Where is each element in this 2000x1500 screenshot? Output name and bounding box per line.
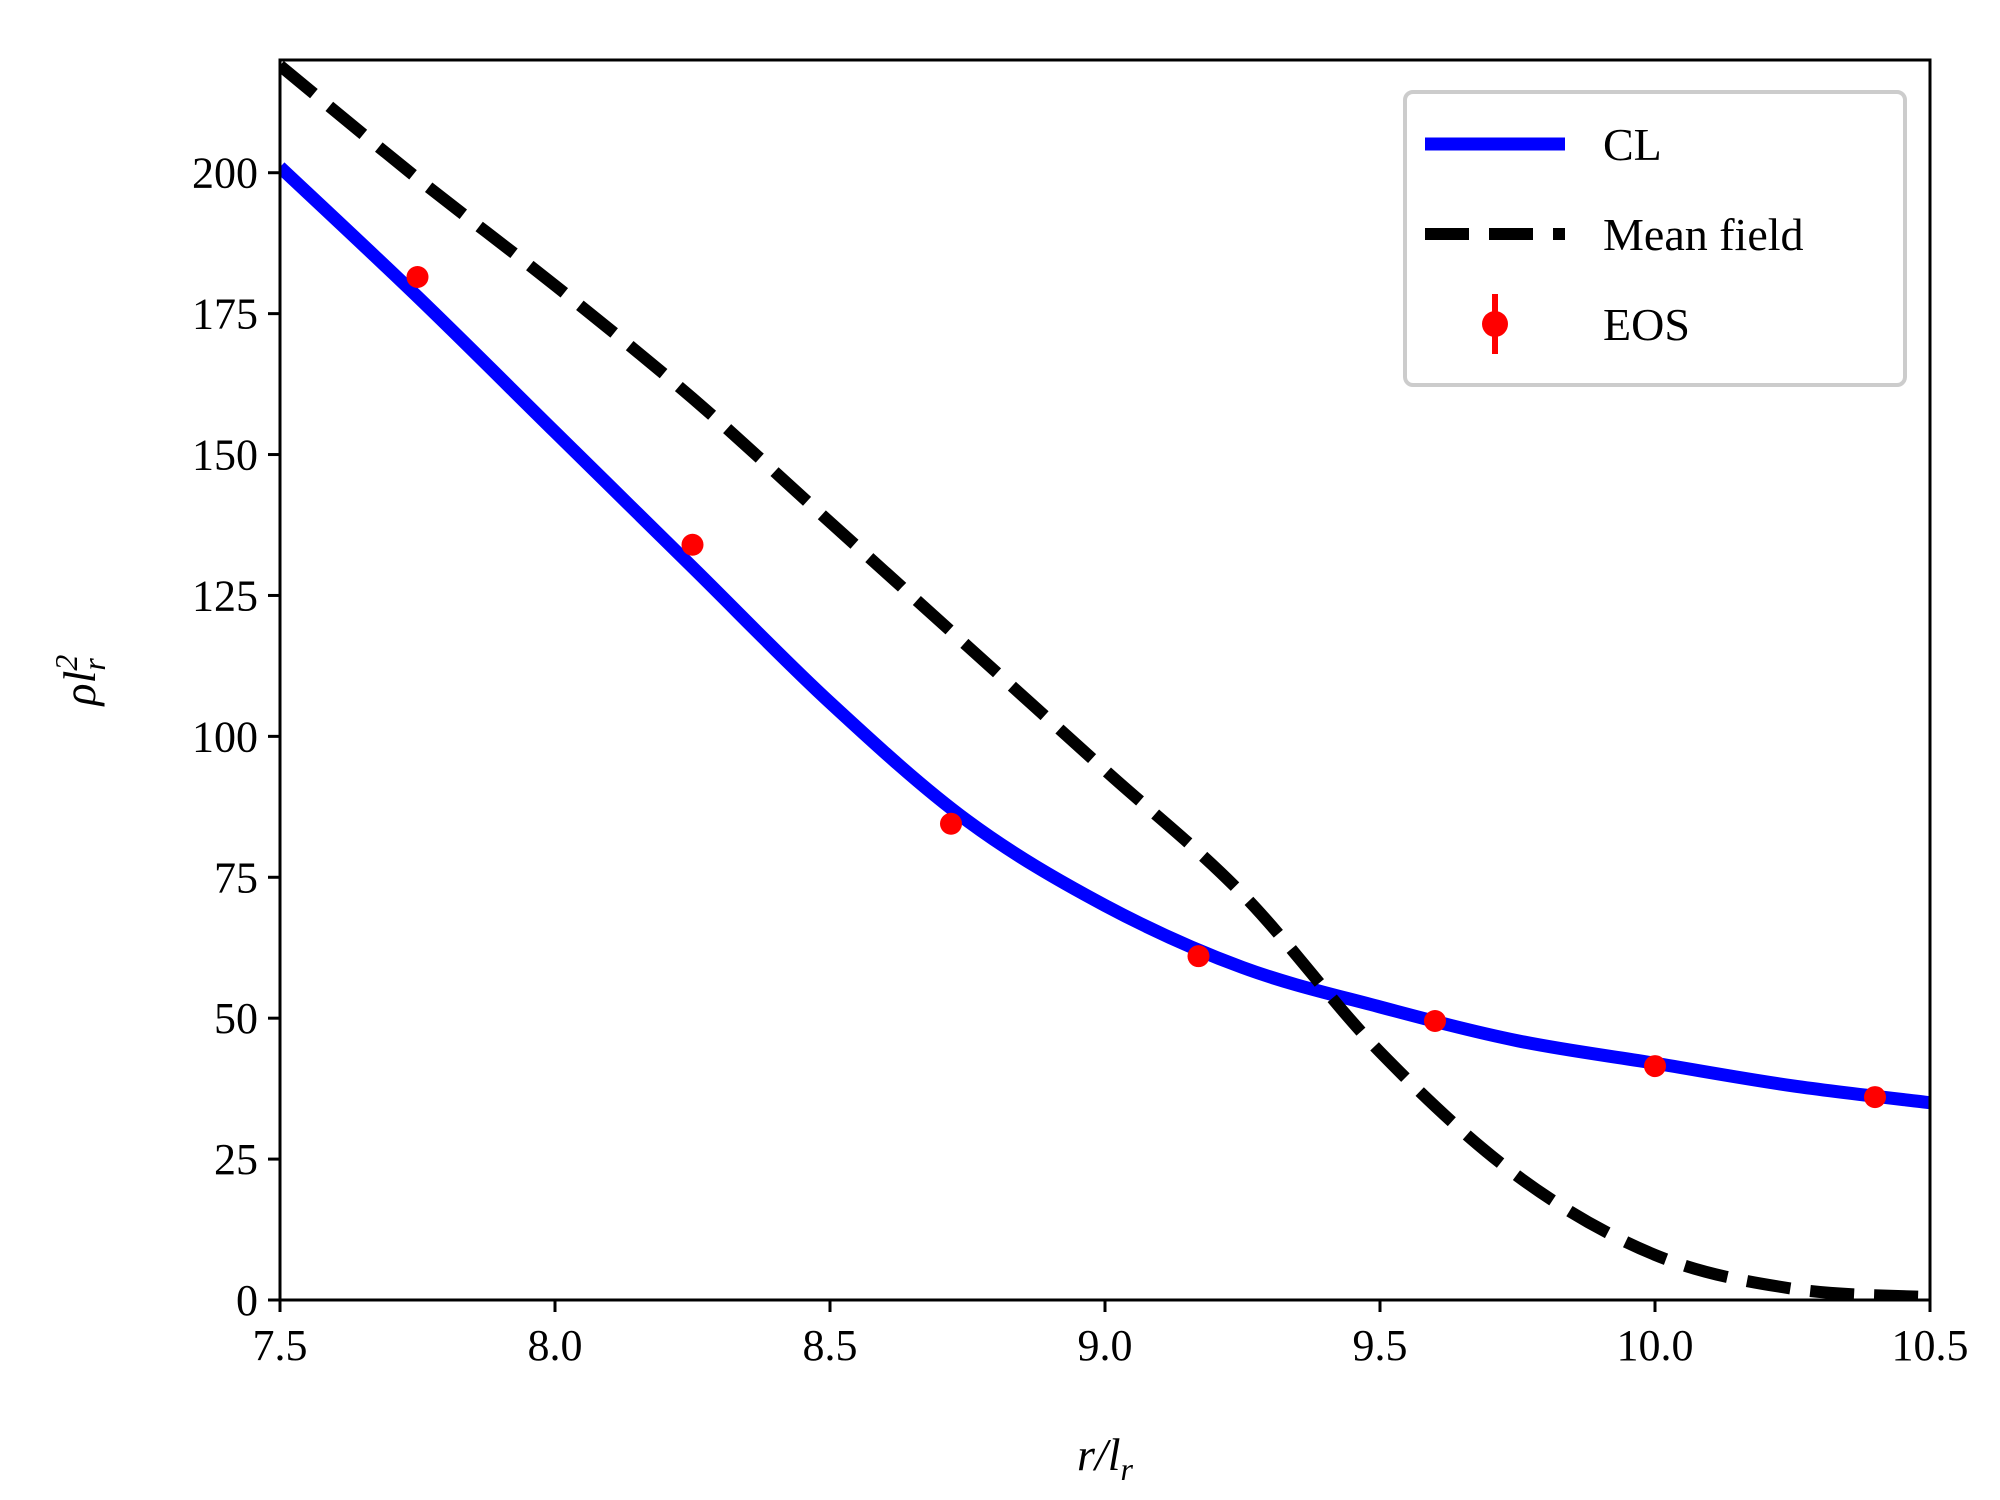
eos-point	[1644, 1055, 1666, 1078]
legend-label-eos: EOS	[1603, 299, 1690, 350]
y-tick-label: 0	[236, 1276, 258, 1325]
x-tick-label: 8.5	[803, 1321, 858, 1370]
y-tick-label: 75	[214, 853, 258, 902]
x-tick-label: 9.5	[1353, 1321, 1408, 1370]
series-line-mean-field	[280, 60, 1930, 1300]
eos-point	[681, 533, 704, 556]
x-tick-label: 8.0	[528, 1321, 583, 1370]
legend-label-cl: CL	[1603, 119, 1662, 170]
eos-point	[406, 266, 429, 288]
eos-point	[1864, 1086, 1886, 1109]
y-tick-label: 50	[214, 994, 258, 1043]
x-tick-label: 7.5	[253, 1321, 308, 1370]
plot-area	[280, 60, 1930, 1300]
x-tick-label: 10.0	[1617, 1321, 1694, 1370]
axes-ticks: 7.5 8.0 8.5 9.0 9.5 10.0 10.5 0 25 50 75 100 125 150 1…	[192, 149, 1969, 1370]
y-tick-label: 200	[192, 149, 258, 198]
x-tick-label: 9.0	[1078, 1321, 1133, 1370]
eos-point	[1187, 945, 1210, 968]
y-tick-label: 150	[192, 431, 258, 480]
legend: CL Mean field EOS	[1403, 90, 1907, 387]
y-tick-label: 100	[192, 712, 258, 761]
legend-box	[1403, 90, 1907, 387]
y-tick-label: 125	[192, 571, 258, 620]
series-line-cl	[280, 162, 1930, 1110]
x-axis-label: r/lr	[1077, 1429, 1133, 1487]
x-tick-label: 10.5	[1892, 1321, 1969, 1370]
eos-point	[940, 812, 962, 835]
y-axis-label: ρl2r	[48, 655, 112, 708]
y-tick-label: 175	[192, 290, 258, 339]
legend-swatch-eos	[1482, 311, 1508, 337]
y-tick-label: 25	[214, 1135, 258, 1184]
legend-label-mean-field: Mean field	[1603, 209, 1804, 260]
eos-point	[1424, 1010, 1446, 1032]
